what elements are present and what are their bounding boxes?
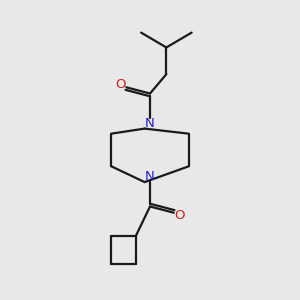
Text: O: O [174, 208, 184, 222]
Text: O: O [116, 78, 126, 91]
Text: N: N [145, 170, 155, 183]
Text: N: N [145, 117, 155, 130]
